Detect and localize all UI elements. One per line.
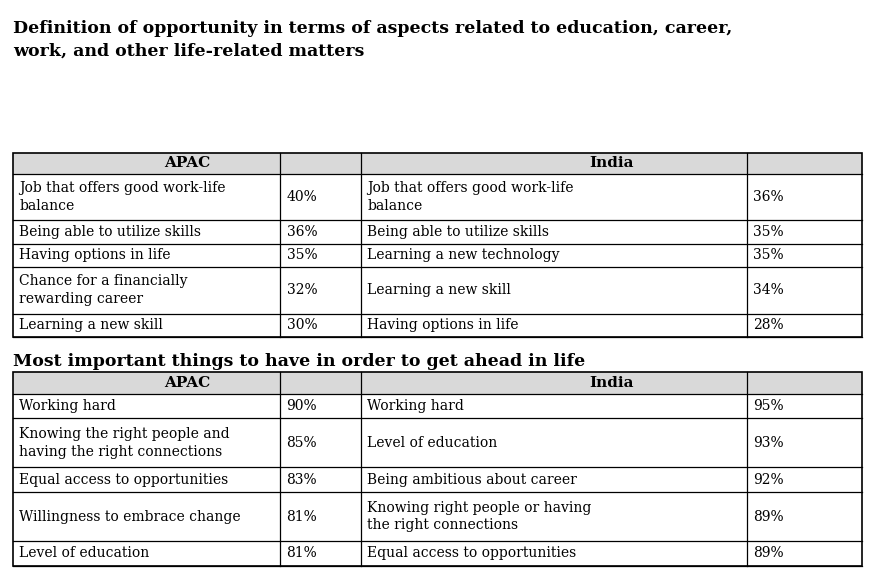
Text: 36%: 36%	[287, 225, 318, 239]
Text: 28%: 28%	[753, 319, 784, 332]
Text: Having options in life: Having options in life	[19, 248, 171, 263]
Text: Having options in life: Having options in life	[368, 319, 519, 332]
Text: Chance for a financially
rewarding career: Chance for a financially rewarding caree…	[19, 274, 188, 306]
Text: Job that offers good work-life
balance: Job that offers good work-life balance	[368, 181, 574, 213]
Text: Learning a new skill: Learning a new skill	[368, 283, 511, 297]
Text: Working hard: Working hard	[19, 399, 116, 413]
Text: 32%: 32%	[287, 283, 318, 297]
Text: Being ambitious about career: Being ambitious about career	[368, 473, 578, 487]
Text: 89%: 89%	[753, 510, 784, 524]
Text: 92%: 92%	[753, 473, 784, 487]
Text: Working hard: Working hard	[368, 399, 464, 413]
Text: Learning a new skill: Learning a new skill	[19, 319, 163, 332]
Text: Being able to utilize skills: Being able to utilize skills	[19, 225, 201, 239]
Text: Knowing the right people and
having the right connections: Knowing the right people and having the …	[19, 427, 230, 459]
Text: Definition of opportunity in terms of aspects related to education, career,
work: Definition of opportunity in terms of as…	[13, 20, 732, 59]
Text: Equal access to opportunities: Equal access to opportunities	[19, 473, 228, 487]
Text: 83%: 83%	[287, 473, 318, 487]
Text: 35%: 35%	[753, 248, 784, 263]
Text: Most important things to have in order to get ahead in life: Most important things to have in order t…	[13, 353, 585, 370]
Text: 30%: 30%	[287, 319, 318, 332]
Text: 35%: 35%	[287, 248, 318, 263]
Text: APAC: APAC	[164, 376, 210, 390]
Text: 34%: 34%	[753, 283, 784, 297]
Text: Knowing right people or having
the right connections: Knowing right people or having the right…	[368, 501, 592, 532]
Text: Equal access to opportunities: Equal access to opportunities	[368, 547, 577, 560]
Text: Willingness to embrace change: Willingness to embrace change	[19, 510, 241, 524]
Text: 35%: 35%	[753, 225, 784, 239]
Text: India: India	[589, 156, 634, 170]
Text: 93%: 93%	[753, 436, 784, 450]
Text: 81%: 81%	[287, 510, 318, 524]
Text: Learning a new technology: Learning a new technology	[368, 248, 560, 263]
Text: 40%: 40%	[287, 190, 318, 204]
Text: Job that offers good work-life
balance: Job that offers good work-life balance	[19, 181, 226, 213]
Text: 95%: 95%	[753, 399, 784, 413]
Text: Being able to utilize skills: Being able to utilize skills	[368, 225, 550, 239]
Text: 90%: 90%	[287, 399, 318, 413]
Text: 81%: 81%	[287, 547, 318, 560]
Text: 89%: 89%	[753, 547, 784, 560]
Text: India: India	[589, 376, 634, 390]
Text: Level of education: Level of education	[368, 436, 498, 450]
Text: Level of education: Level of education	[19, 547, 150, 560]
Text: 36%: 36%	[753, 190, 784, 204]
Text: APAC: APAC	[164, 156, 210, 170]
Text: 85%: 85%	[287, 436, 318, 450]
